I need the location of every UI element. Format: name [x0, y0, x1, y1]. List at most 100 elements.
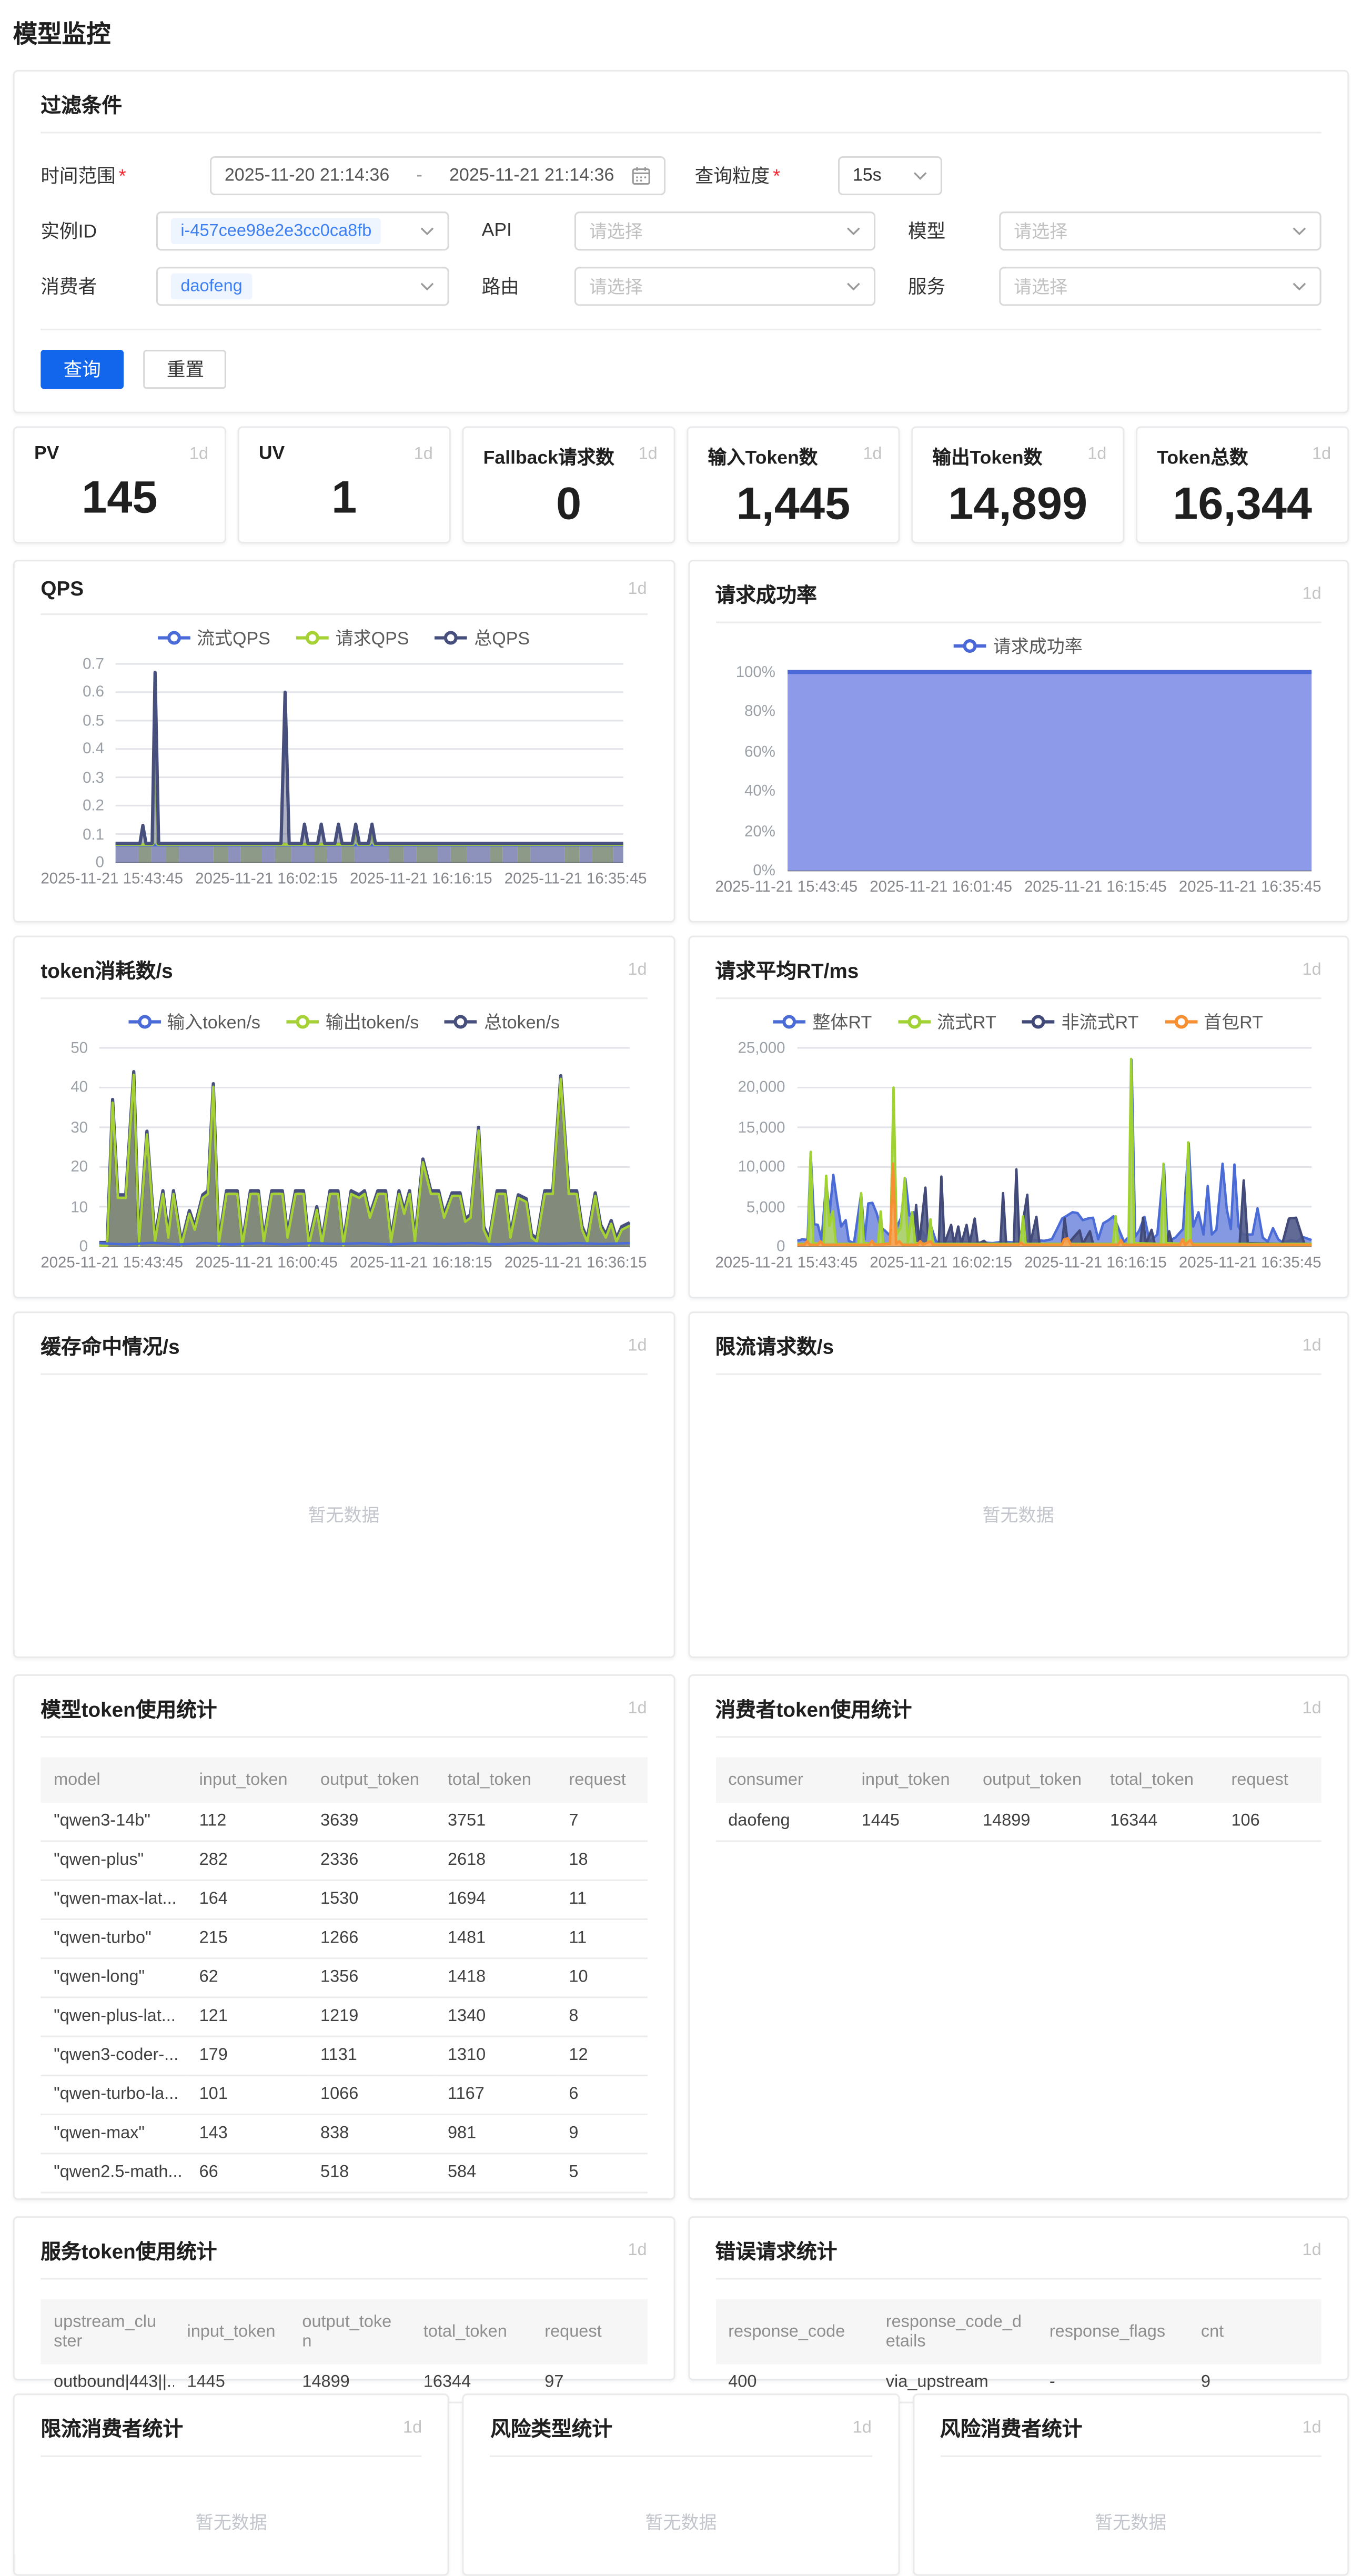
table-row: "qwen2.5-math... 66 518 584 5	[41, 2153, 647, 2194]
range-badge: 1d	[413, 444, 433, 464]
table-cell: 3639	[307, 1803, 435, 1842]
table-row: "qwen3-14b" 112 3639 3751 7	[41, 1803, 647, 1842]
data-table: response_code response_code_details respon…	[715, 2299, 1321, 2403]
legend-marker-icon	[435, 631, 468, 645]
throttled-requests-panel: 限流请求数/s 1d 暂无数据	[687, 1311, 1349, 1658]
success-rate-panel: 请求成功率 1d 请求成功率 0% 20% 40% 60% 80% 100% 2025-1…	[687, 560, 1349, 923]
granularity-select[interactable]: 15s	[838, 156, 942, 196]
success-chart-svg	[786, 670, 1311, 872]
legend-item[interactable]: 请求成功率	[954, 633, 1083, 659]
error-requests-panel: 错误请求统计 1d response_code response_code_det…	[687, 2216, 1349, 2403]
legend-item[interactable]: 输入token/s	[127, 1009, 260, 1035]
consumer-select[interactable]: daofeng	[156, 267, 449, 306]
y-axis-label: 0.6	[83, 684, 104, 702]
y-axis-label: 0.1	[83, 825, 104, 844]
service-token-usage-table: upstream_cluster input_token output_token t…	[41, 2299, 647, 2403]
filter-panel: 过滤条件 时间范围 * 2025-11-20 21:14:36 - 2025-11…	[13, 70, 1349, 413]
api-select[interactable]: 请选择	[574, 211, 876, 251]
panel-title: 请求平均RT/ms	[715, 959, 859, 983]
range-badge: 1d	[1302, 1698, 1321, 1718]
qps-legend: 流式QPS 请求QPS 总QPS	[41, 625, 647, 651]
model-placeholder: 请选择	[1014, 223, 1068, 243]
range-badge: 1d	[1302, 2417, 1321, 2437]
data-table: model input_token output_token total_token r…	[41, 1757, 647, 2194]
service-token-usage-panel: 服务token使用统计 1d upstream_cluster input_tok…	[13, 2216, 675, 2403]
y-axis-label: 40%	[744, 783, 775, 801]
panel-title: 限流请求数/s	[715, 1336, 834, 1359]
time-range-picker[interactable]: 2025-11-20 21:14:36 - 2025-11-21 21:14:3…	[210, 156, 666, 196]
legend-item[interactable]: 整体RT	[773, 1009, 872, 1035]
table-cell: 1066	[307, 2075, 435, 2116]
stat-label: 输出Token数	[932, 449, 1043, 469]
table-cell: 1481	[435, 1919, 556, 1959]
legend-item[interactable]: 流式RT	[897, 1009, 996, 1035]
model-select[interactable]: 请选择	[999, 211, 1321, 251]
legend-marker-icon	[773, 1015, 806, 1029]
column-header: total_token	[410, 2299, 532, 2365]
table-cell: 62	[186, 1958, 308, 1998]
legend-label: 流式QPS	[196, 630, 270, 650]
legend-item[interactable]: 非流式RT	[1022, 1009, 1138, 1035]
model-label: 模型	[908, 223, 946, 243]
table-cell: 5	[556, 2153, 647, 2194]
legend-marker-icon	[954, 639, 987, 653]
table-cell: 11	[556, 1919, 647, 1959]
divider	[715, 621, 1321, 623]
table-cell: 7	[556, 1803, 647, 1842]
table-cell: 112	[186, 1803, 308, 1842]
table-cell: 9	[556, 2114, 647, 2155]
required-mark: *	[118, 167, 126, 187]
x-axis-label: 2025-11-21 15:43:45	[41, 870, 184, 888]
x-axis-label: 2025-11-21 15:43:45	[41, 1254, 184, 1272]
legend-item[interactable]: 请求QPS	[296, 625, 409, 651]
stat-label: UV	[258, 444, 285, 464]
panel-title: 模型token使用统计	[41, 1699, 217, 1722]
divider	[41, 2278, 647, 2280]
panel-title: 服务token使用统计	[41, 2240, 217, 2264]
range-badge: 1d	[628, 1335, 647, 1355]
instance-select[interactable]: i-457cee98e2e3cc0ca8fb	[156, 211, 449, 251]
granularity-value: 15s	[852, 166, 882, 186]
legend-label: 请求QPS	[335, 630, 409, 650]
table-cell: "qwen-turbo"	[41, 1919, 186, 1959]
service-select[interactable]: 请选择	[999, 267, 1321, 306]
reset-button[interactable]: 重置	[144, 350, 227, 389]
table-cell: "qwen-plus-lat...	[41, 1997, 186, 2037]
divider	[490, 2455, 872, 2457]
time-start-value[interactable]: 2025-11-20 21:14:36	[224, 166, 390, 186]
no-data-text: 暂无数据	[308, 1507, 380, 1527]
legend-item[interactable]: 输出token/s	[286, 1009, 419, 1035]
no-data-text: 暂无数据	[982, 1507, 1054, 1527]
x-axis-label: 2025-11-21 16:02:15	[195, 870, 338, 888]
stat-value: 0	[556, 478, 582, 529]
table-row: "qwen-turbo" 215 1266 1481 11	[41, 1919, 647, 1959]
chevron-down-icon	[1292, 281, 1307, 291]
panel-title: QPS	[41, 578, 84, 601]
legend-item[interactable]: 首包RT	[1164, 1009, 1263, 1035]
route-select[interactable]: 请选择	[574, 267, 876, 306]
time-end-value[interactable]: 2025-11-21 21:14:36	[449, 166, 614, 186]
legend-item[interactable]: 总QPS	[435, 625, 530, 651]
range-badge: 1d	[628, 579, 647, 599]
table-cell: 981	[435, 2114, 556, 2155]
granularity-label: 查询粒度 *	[694, 167, 781, 187]
table-cell: 584	[435, 2153, 556, 2194]
panel-title: 错误请求统计	[715, 2240, 838, 2264]
legend-label: 总token/s	[484, 1014, 560, 1034]
no-data-text: 暂无数据	[645, 2513, 717, 2534]
query-button[interactable]: 查询	[41, 350, 124, 389]
panel-title: 风险消费者统计	[940, 2418, 1083, 2441]
rt-legend: 整体RT 流式RT 非流式RT 首包RT	[715, 1009, 1321, 1035]
table-row: "qwen-max" 143 838 981 9	[41, 2114, 647, 2155]
x-axis-label: 2025-11-21 16:35:45	[504, 870, 647, 888]
panel-title: token消耗数/s	[41, 959, 173, 983]
table-cell: 3751	[435, 1803, 556, 1842]
column-header: input_token	[174, 2299, 289, 2365]
legend-item[interactable]: 流式QPS	[157, 625, 270, 651]
table-cell: "qwen-plus"	[41, 1841, 186, 1881]
x-axis-label: 2025-11-21 16:16:15	[349, 870, 492, 888]
table-cell: 121	[186, 1997, 308, 2037]
table-row: "qwen-plus-lat... 121 1219 1340 8	[41, 1997, 647, 2037]
column-header: input_token	[186, 1757, 308, 1803]
legend-item[interactable]: 总token/s	[445, 1009, 560, 1035]
